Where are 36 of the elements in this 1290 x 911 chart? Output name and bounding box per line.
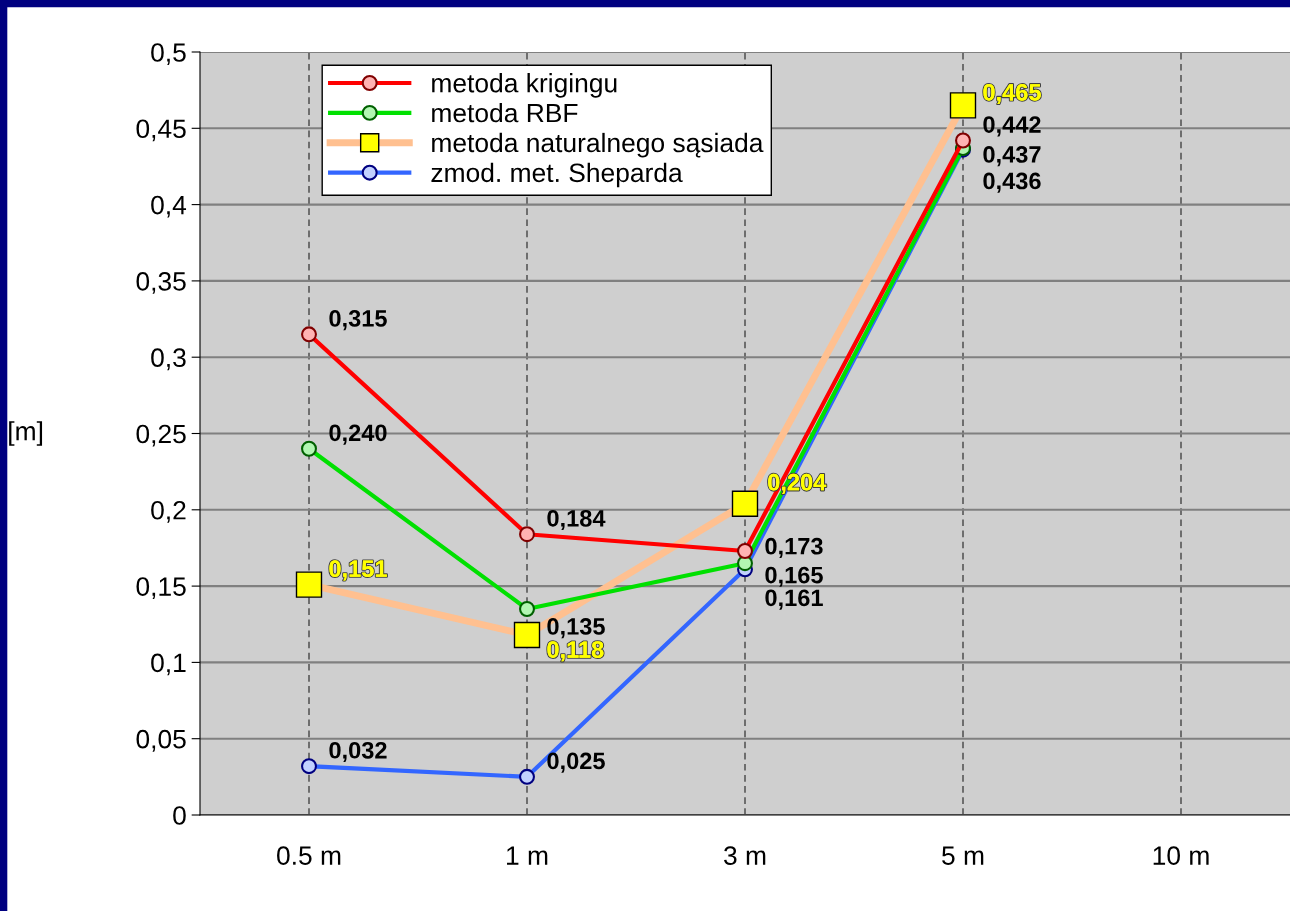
x-tick-label: 0.5 m	[277, 846, 341, 865]
data-label: 0,240	[329, 424, 387, 445]
legend-label: metoda krigingu	[432, 73, 617, 98]
legend-label: metoda naturalnego sąsiada	[432, 132, 764, 158]
y-tick-label: 0,25	[136, 424, 186, 447]
data-label: 0,442	[983, 116, 1041, 137]
legend-label: metoda RBF	[432, 102, 578, 123]
y-tick-label: 0	[173, 806, 186, 825]
y-tick-label: 0,45	[136, 119, 186, 142]
x-tick-label: 1 m	[507, 846, 548, 865]
y-tick-label: 0,5	[151, 43, 186, 65]
data-label: 0,184	[547, 509, 606, 531]
legend-label: zmod. met. Sheparda	[431, 162, 683, 188]
y-tick-label: 0,3	[151, 348, 186, 371]
y-tick-label: 0,05	[136, 729, 186, 752]
y-tick-label: 0,4	[151, 195, 187, 218]
data-label: 0,315	[329, 310, 387, 331]
data-label: 0,025	[547, 752, 605, 773]
data-label: 0,173	[765, 537, 823, 558]
y-tick-label: 0,1	[151, 653, 186, 676]
data-label: 0,118	[547, 641, 604, 662]
y-axis-title: [m]	[9, 421, 43, 446]
data-label: 0,032	[329, 741, 387, 763]
y-tick-label: 0,15	[136, 577, 186, 600]
x-tick-label: 3 m	[724, 846, 766, 865]
data-label: 0,135	[547, 618, 605, 639]
data-label: 0,436	[983, 172, 1041, 193]
x-tick-label: 5 m	[942, 846, 984, 865]
y-tick-label: 0,2	[151, 500, 186, 523]
data-label: 0,151	[329, 560, 387, 581]
data-label: 0,465	[983, 83, 1041, 105]
data-label: 0,161	[765, 589, 823, 610]
data-label: 0,437	[983, 146, 1041, 167]
data-label: 0,165	[765, 566, 823, 587]
x-tick-label: 10 m	[1153, 846, 1209, 865]
y-tick-label: 0,35	[136, 272, 186, 294]
